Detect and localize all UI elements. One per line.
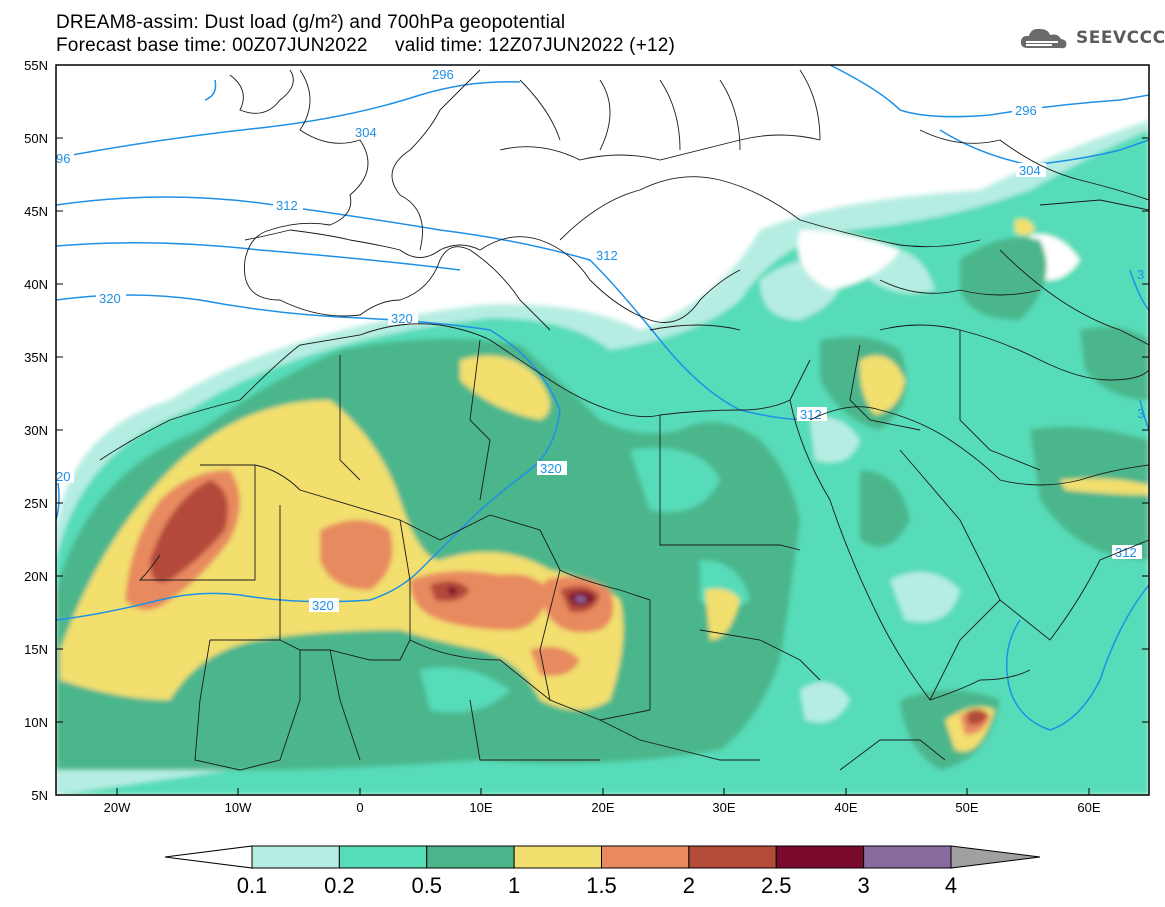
colorbar-swatch [513, 845, 602, 869]
latitude-axis [56, 64, 1149, 723]
lat-label: 25N [24, 496, 48, 511]
colorbar-swatch [338, 845, 428, 869]
colorbar-label: 2.5 [761, 873, 792, 898]
map-title-line-1: DREAM8-assim: Dust load (g/m²) and 700hP… [56, 12, 566, 33]
lon-label: 50E [955, 800, 978, 815]
colorbar-swatch [863, 845, 952, 869]
dust-field: 296 296 96 304 304 312 312 312 312 320 3… [56, 65, 1149, 795]
contour-label: 3 [1137, 267, 1144, 282]
colorbar-swatches [251, 845, 952, 869]
latitude-labels: 55N 50N 45N 40N 35N 30N 25N 20N 15N 10N … [24, 58, 48, 803]
contour-label: 320 [391, 311, 413, 326]
colorbar-labels: 0.1 0.2 0.5 1 1.5 2 2.5 3 4 [237, 873, 957, 898]
seevccc-logo: SEEVCCC [1018, 24, 1165, 52]
cloud-icon [1020, 28, 1067, 49]
contour-label: 320 [99, 291, 121, 306]
lon-label: 60E [1077, 800, 1100, 815]
lon-label: 30E [712, 800, 735, 815]
colorbar-label: 2 [683, 873, 695, 898]
logo-text: SEEVCCC [1076, 28, 1165, 48]
contour-label: 296 [432, 67, 454, 82]
contour-label: 320 [540, 461, 562, 476]
contour-label: 3 [1137, 406, 1144, 421]
contour-label: 20 [56, 469, 70, 484]
lon-label: 10W [225, 800, 252, 815]
contour-labels: 296 296 96 304 304 312 312 312 312 320 3… [56, 67, 1144, 613]
lon-label: 0 [356, 800, 363, 815]
contour-label: 312 [276, 198, 298, 213]
colorbar-swatch [251, 845, 340, 869]
colorbar-label: 3 [858, 873, 870, 898]
contour-label: 312 [596, 248, 618, 263]
lat-label: 50N [24, 131, 48, 146]
lat-label: 55N [24, 58, 48, 73]
colorbar-high-arrow [950, 845, 1041, 869]
lat-label: 35N [24, 350, 48, 365]
colorbar-label: 0.5 [411, 873, 442, 898]
contour-label: 304 [1019, 163, 1041, 178]
colorbar-swatch [601, 845, 690, 869]
geopotential-contours [56, 65, 1149, 731]
longitude-labels: 20W 10W 0 10E 20E 30E 40E 50E 60E [104, 800, 1101, 815]
colorbar: 0.1 0.2 0.5 1 1.5 2 2.5 3 4 [164, 845, 1041, 898]
contour-label: 96 [56, 151, 70, 166]
lat-label: 5N [31, 788, 48, 803]
colorbar-swatch [688, 845, 777, 869]
contour-label: 296 [1015, 103, 1037, 118]
colorbar-label: 0.1 [237, 873, 268, 898]
longitude-axis [116, 788, 1090, 795]
contour-label: 312 [800, 407, 822, 422]
colorbar-swatch [426, 845, 515, 869]
contour-label: 304 [355, 125, 377, 140]
lat-label: 10N [24, 715, 48, 730]
contour-label: 320 [312, 598, 334, 613]
lat-label: 20N [24, 569, 48, 584]
lon-label: 10E [469, 800, 492, 815]
country-borders [99, 69, 1149, 771]
lat-label: 15N [24, 642, 48, 657]
contour-label: 312 [1115, 545, 1137, 560]
lat-label: 40N [24, 277, 48, 292]
colorbar-low-arrow [164, 845, 253, 869]
lat-label: 30N [24, 423, 48, 438]
colorbar-label: 0.2 [324, 873, 355, 898]
colorbar-swatch [775, 845, 865, 869]
colorbar-label: 4 [945, 873, 957, 898]
lon-label: 20E [591, 800, 614, 815]
lon-label: 40E [834, 800, 857, 815]
lat-label: 45N [24, 204, 48, 219]
colorbar-label: 1.5 [586, 873, 617, 898]
lon-label: 20W [104, 800, 131, 815]
colorbar-label: 1 [508, 873, 520, 898]
map-title-line-2: Forecast base time: 00Z07JUN2022 valid t… [56, 35, 676, 56]
